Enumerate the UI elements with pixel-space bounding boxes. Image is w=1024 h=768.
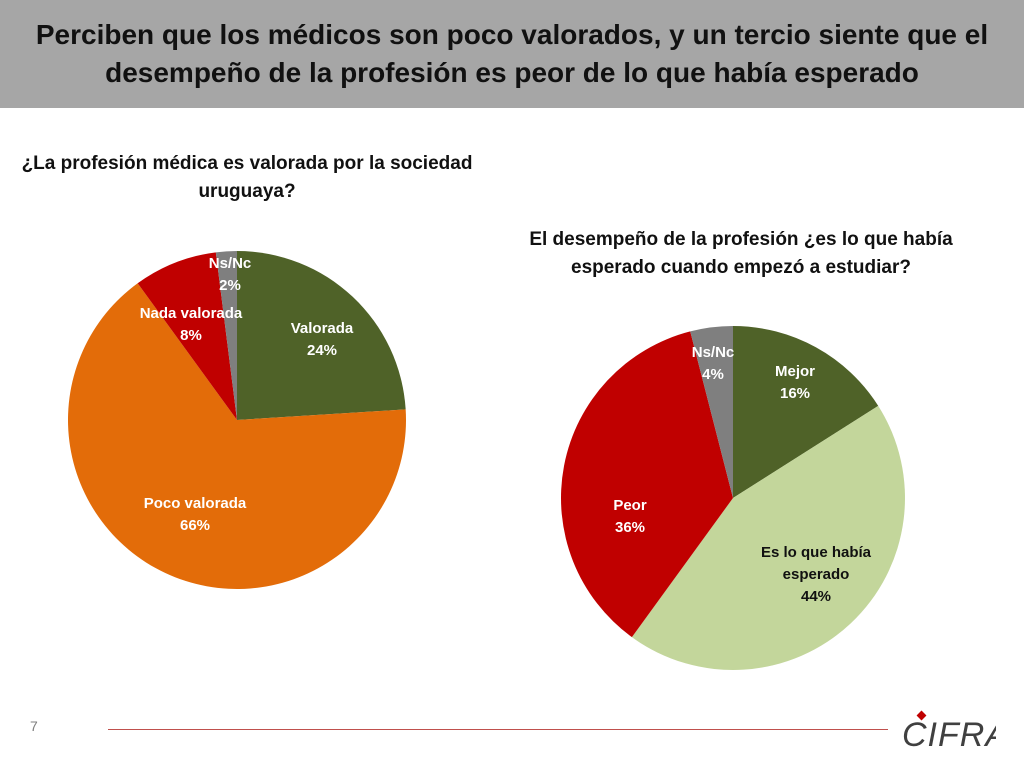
slide-title: Perciben que los médicos son poco valora…	[35, 19, 989, 88]
slice-label-name: Ns/Nc	[209, 255, 252, 272]
slice-label-value: 36%	[615, 519, 645, 536]
pie-slice-ns-nc	[690, 326, 733, 498]
slice-label-name: Poco valorada	[144, 495, 247, 512]
slice-label-poco-valorada: Poco valorada 66%	[144, 495, 247, 534]
slice-label-name: esperado	[783, 566, 850, 583]
slide-header: Perciben que los médicos son poco valora…	[0, 0, 1024, 108]
pie-slice-mejor	[733, 326, 879, 498]
slice-label-name: Valorada	[291, 320, 354, 337]
slice-label-es-lo-que-habia-esperado: Es lo que había esperado 44%	[761, 544, 872, 605]
pie-slice-poco-valorada	[68, 283, 407, 589]
slice-label-name: Mejor	[775, 363, 815, 380]
slice-label-peor: Peor 36%	[613, 497, 647, 536]
slice-label-value: 24%	[307, 342, 337, 359]
pie-slice-peor	[560, 331, 733, 638]
slice-label-mejor: Mejor 16%	[775, 363, 815, 402]
pie-slice-es-lo-que-habia-esperado	[631, 405, 905, 670]
slice-label-name: Es lo que había	[761, 544, 872, 561]
svg-text:CIFRA: CIFRA	[902, 716, 996, 754]
pie-slice-valorada	[237, 251, 406, 420]
slice-label-valorada: Valorada 24%	[291, 320, 354, 359]
page-number: 7	[30, 718, 38, 734]
slice-label-nada-valorada: Nada valorada 8%	[140, 305, 243, 344]
pie-slice-ns-nc	[215, 251, 237, 420]
chart-title-valoracion: ¿La profesión médica es valorada por la …	[21, 153, 473, 202]
slice-label-ns-nc: Ns/Nc 4%	[692, 344, 735, 383]
slice-label-name: Peor	[613, 497, 647, 514]
slice-label-value: 16%	[780, 385, 810, 402]
slice-label-name: Ns/Nc	[692, 344, 735, 361]
chart-title-desempeno: El desempeño de la profesión ¿es lo que …	[529, 229, 953, 278]
slice-label-value: 2%	[219, 277, 241, 294]
slice-label-ns-nc: Ns/Nc 2%	[209, 255, 252, 294]
slice-label-name: Nada valorada	[140, 305, 243, 322]
footer-divider	[108, 729, 888, 730]
slice-label-value: 44%	[801, 588, 831, 605]
pie-slice-nada-valorada	[137, 252, 237, 420]
slice-label-value: 4%	[702, 366, 724, 383]
cifra-logo: CIFRA	[902, 710, 996, 754]
slice-label-value: 8%	[180, 327, 202, 344]
slice-label-value: 66%	[180, 517, 210, 534]
